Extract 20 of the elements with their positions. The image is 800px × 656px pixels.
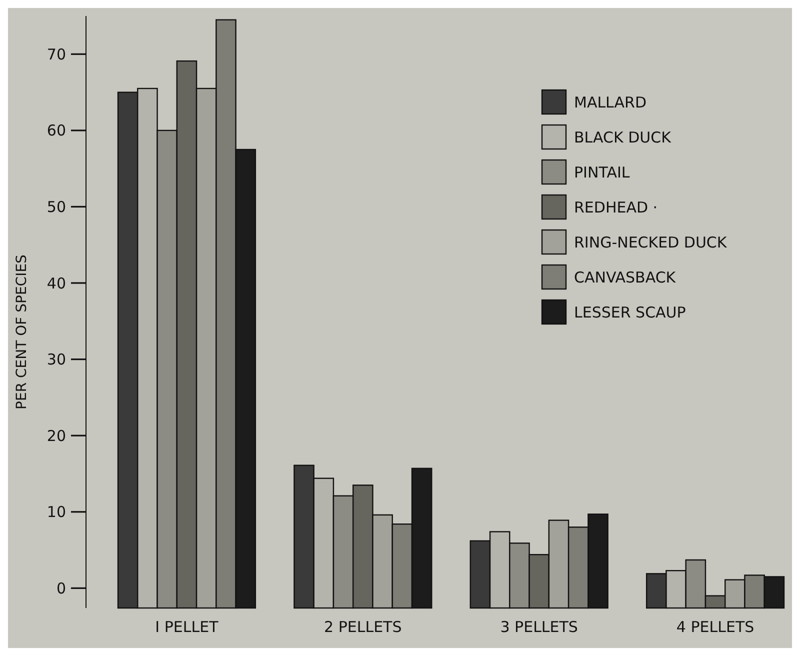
- y-tick-label: 50: [46, 198, 66, 216]
- x-tick-label: I PELLET: [155, 618, 220, 636]
- y-axis-title: PER CENT OF SPECIES: [14, 254, 30, 410]
- x-tick-label: 3 PELLETS: [500, 618, 578, 636]
- legend-label: BLACK DUCK: [574, 128, 672, 146]
- legend-label: MALLARD: [574, 93, 646, 112]
- legend-label: RING-NECKED DUCK: [574, 233, 728, 252]
- legend-label: LESSER SCAUP: [574, 303, 686, 322]
- legend-label: PINTAIL: [574, 163, 630, 182]
- legend-label: CANVASBACK: [574, 268, 677, 286]
- y-tick-label: 70: [46, 45, 66, 64]
- y-tick-label: 30: [46, 350, 66, 369]
- y-tick-label: 0: [56, 579, 66, 598]
- y-tick-label: 40: [46, 274, 66, 292]
- x-tick-label: 4 PELLETS: [676, 618, 754, 636]
- y-tick-label: 20: [46, 426, 66, 445]
- y-tick-label: 10: [46, 503, 66, 522]
- x-tick-label: 2 PELLETS: [324, 618, 402, 636]
- y-tick-label: 60: [46, 122, 66, 140]
- legend-label: REDHEAD ·: [574, 198, 658, 216]
